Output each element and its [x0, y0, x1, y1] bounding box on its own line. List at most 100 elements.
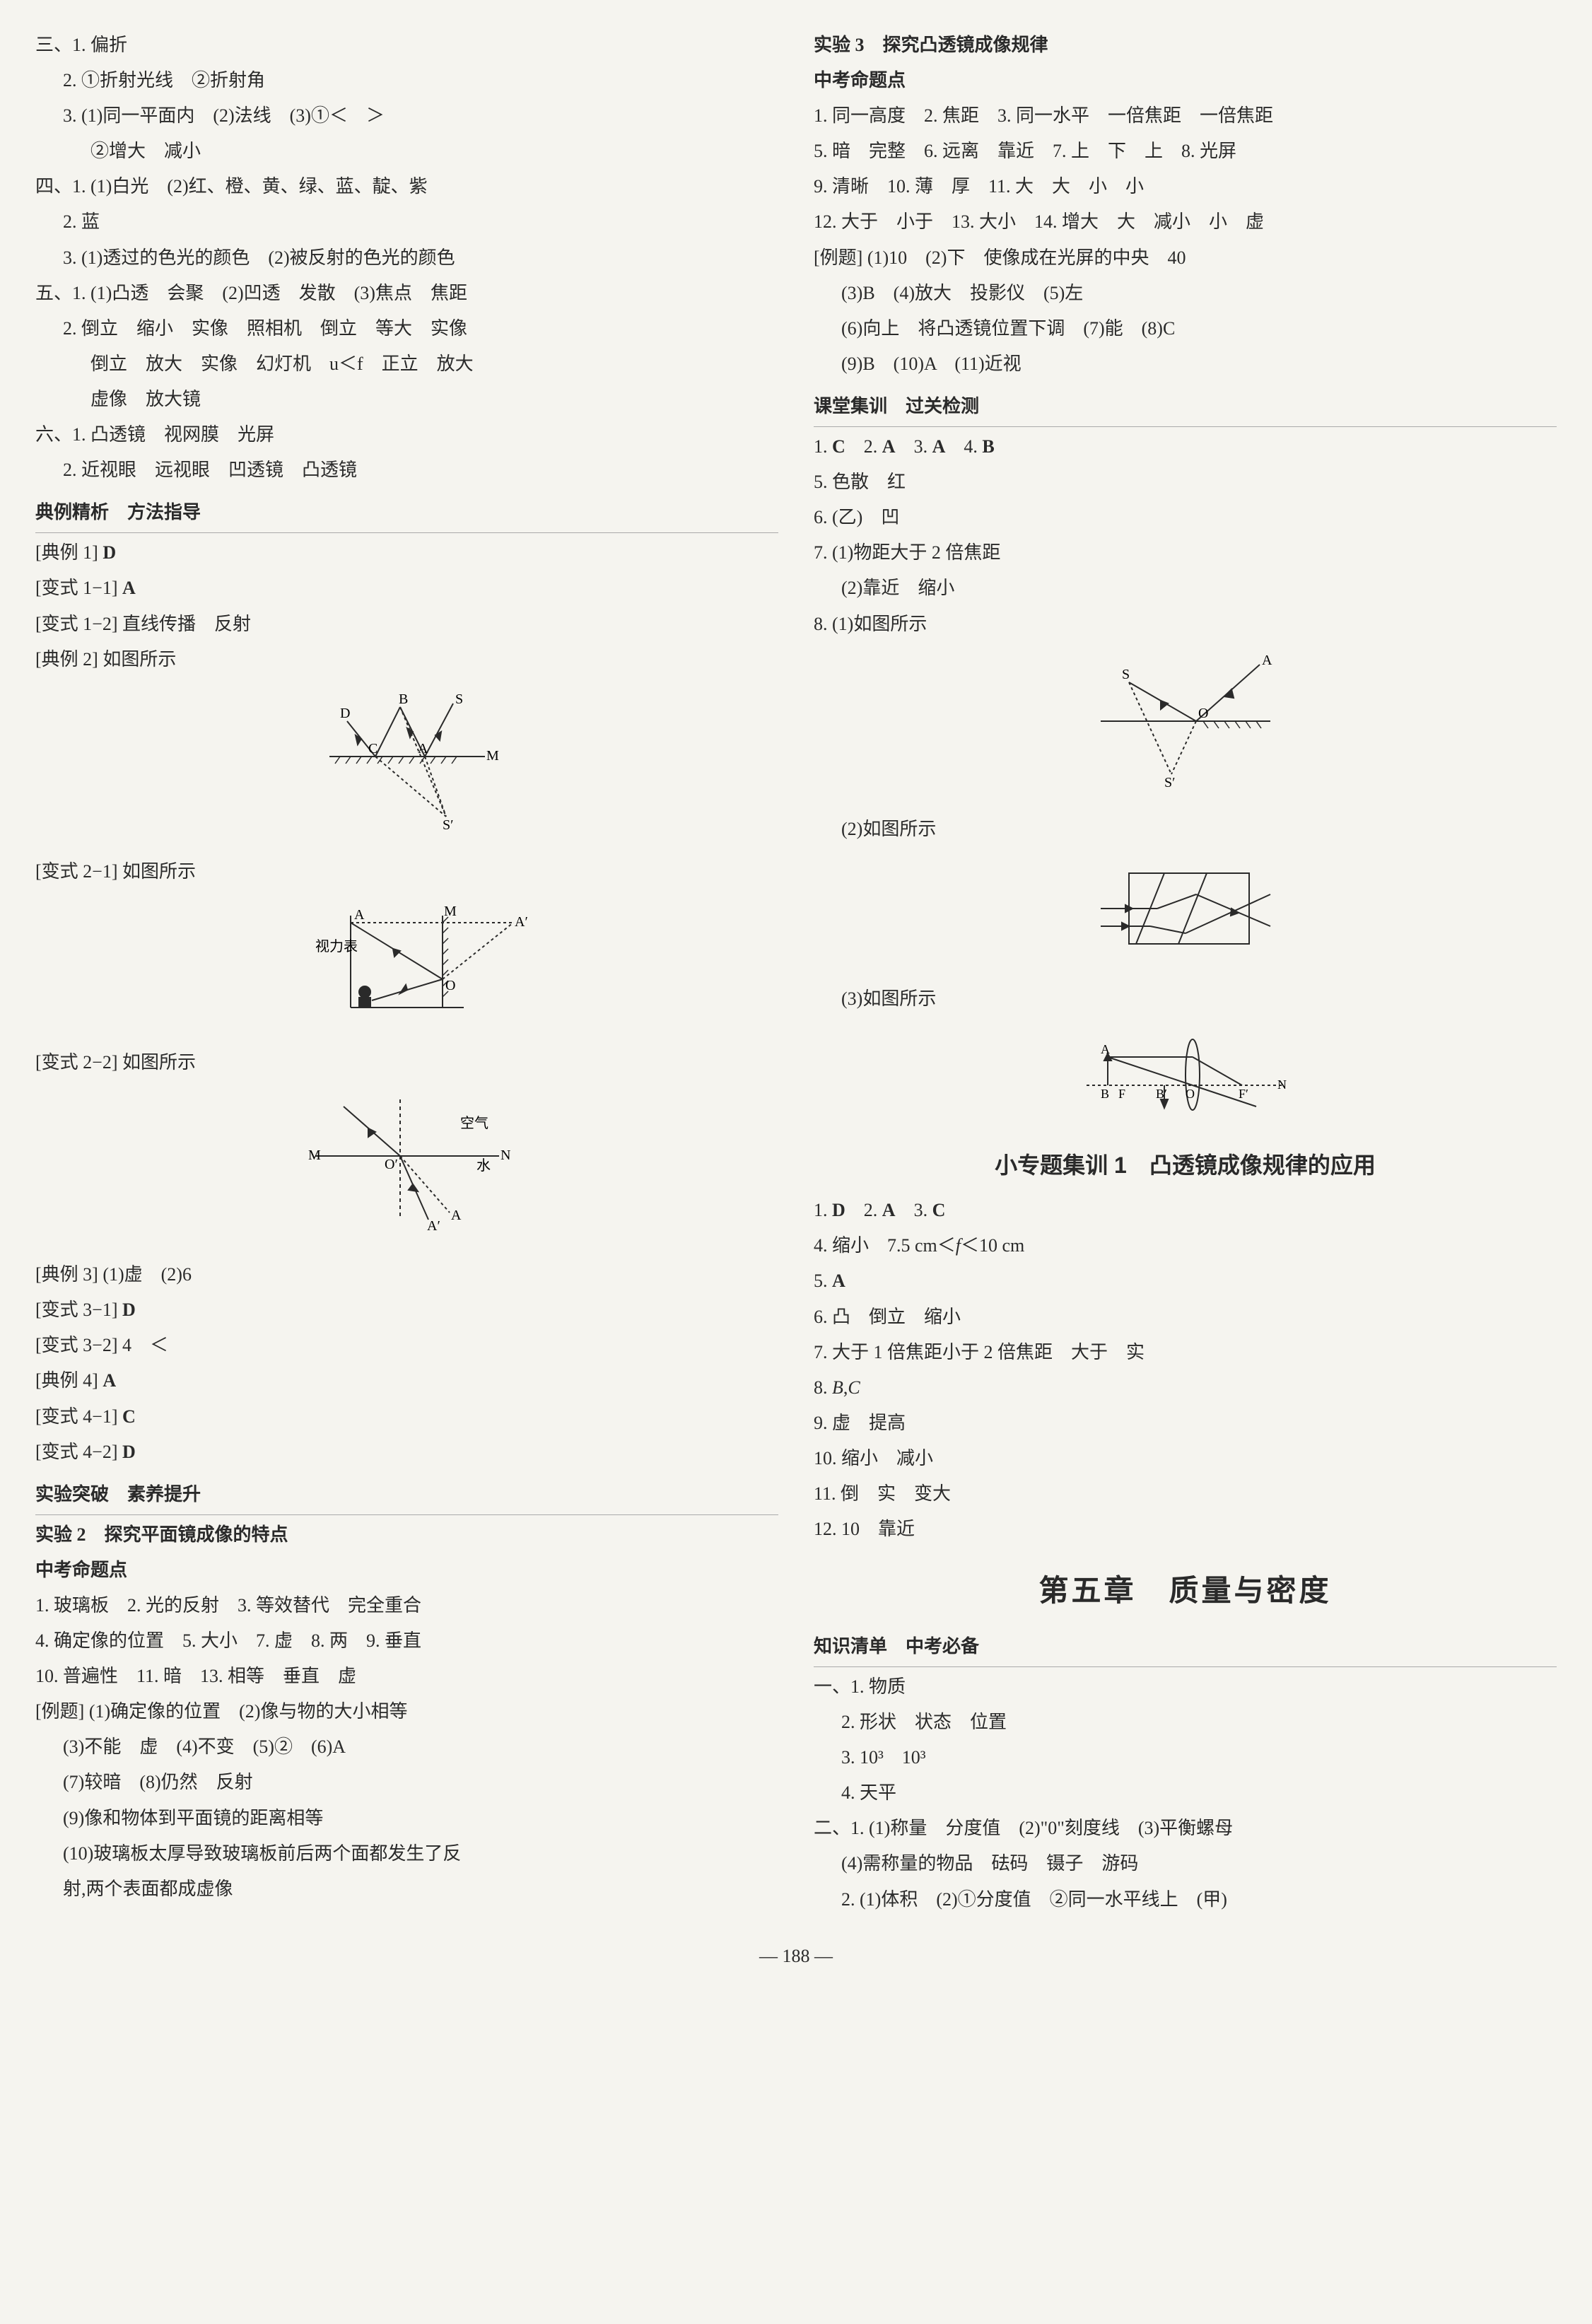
label-Ap: A′ — [515, 914, 527, 930]
text-line: (10)玻璃板太厚导致玻璃板前后两个面都发生了反 — [35, 1837, 778, 1871]
text-line: 3. (1)透过的色光的颜色 (2)被反射的色光的颜色 — [35, 241, 778, 275]
text-line: 8. B,C — [814, 1371, 1557, 1405]
label-O: O — [1198, 706, 1208, 721]
text-line: 9. 清晰 10. 薄 厚 11. 大 大 小 小 — [814, 170, 1557, 204]
label-M: M — [486, 748, 499, 764]
text-line: 中考命题点 — [814, 64, 1557, 98]
label-M: M — [444, 904, 457, 919]
text-line: 倒立 放大 实像 幻灯机 u＜f 正立 放大 — [35, 347, 778, 381]
text-line: 四、1. (1)白光 (2)红、橙、黄、绿、蓝、靛、紫 — [35, 170, 778, 204]
text-line: [典例 3] (1)虚 (2)6 — [35, 1258, 778, 1292]
label-A: A — [1262, 654, 1272, 668]
text-line: [变式 3−1] D — [35, 1293, 778, 1327]
figure-reflection: B S D C A M S′ — [35, 689, 778, 842]
label-water: 水 — [476, 1157, 491, 1174]
text-line: (3)不能 虚 (4)不变 (5)② (6)A — [35, 1730, 778, 1764]
text-line: 2. 近视眼 远视眼 凹透镜 凸透镜 — [35, 453, 778, 487]
figure-refraction: 空气 水 M N O′ A A′ — [35, 1092, 778, 1245]
page: 三、1. 偏折 2. ①折射光线 ②折射角 3. (1)同一平面内 (2)法线 … — [35, 28, 1557, 1918]
label-A: A — [418, 741, 428, 757]
label-Bp: B′ — [1156, 1087, 1167, 1101]
text-line: 三、1. 偏折 — [35, 28, 778, 62]
label-B: B — [399, 691, 408, 707]
text-line: 一、1. 物质 — [814, 1670, 1557, 1704]
label-N: N — [1277, 1078, 1287, 1092]
text-line: 2. 倒立 缩小 实像 照相机 倒立 等大 实像 — [35, 312, 778, 346]
text-line: 中考命题点 — [35, 1553, 778, 1587]
chapter-title: 第五章 质量与密度 — [814, 1563, 1557, 1618]
text-line: 7. (1)物距大于 2 倍焦距 — [814, 536, 1557, 570]
label-S: S — [455, 691, 463, 707]
text-line: 6. (乙) 凹 — [814, 501, 1557, 535]
label-M: M — [308, 1148, 321, 1163]
text-line: 2. 形状 状态 位置 — [814, 1705, 1557, 1739]
text-line: ②增大 减小 — [35, 134, 778, 168]
text-line: [例题] (1)确定像的位置 (2)像与物的大小相等 — [35, 1695, 778, 1729]
label-Fp: F′ — [1239, 1087, 1248, 1101]
right-column: 实验 3 探究凸透镜成像规律 中考命题点 1. 同一高度 2. 焦距 3. 同一… — [814, 28, 1557, 1918]
text-line: (3)如图所示 — [814, 982, 1557, 1016]
label-D: D — [340, 706, 350, 721]
label-B: B — [1101, 1087, 1109, 1101]
subtitle: 小专题集训 1 凸透镜成像规律的应用 — [814, 1145, 1557, 1186]
text-line: [变式 1−1] A — [35, 571, 778, 605]
text-line: 4. 天平 — [814, 1776, 1557, 1810]
text-line: 1. 玻璃板 2. 光的反射 3. 等效替代 完全重合 — [35, 1589, 778, 1623]
label-N: N — [501, 1148, 510, 1163]
text-line: 7. 大于 1 倍焦距小于 2 倍焦距 大于 实 — [814, 1336, 1557, 1370]
label-Ap: A′ — [427, 1218, 440, 1234]
text-line: 10. 缩小 减小 — [814, 1442, 1557, 1476]
text-line: [变式 2−2] 如图所示 — [35, 1046, 778, 1080]
text-line: [典例 1] D — [35, 536, 778, 570]
text-line: (9)像和物体到平面镜的距离相等 — [35, 1802, 778, 1835]
page-number: — 188 — — [35, 1939, 1557, 1973]
text-line: 实验 3 探究凸透镜成像规律 — [814, 28, 1557, 62]
label-Sp: S′ — [1164, 775, 1176, 788]
text-line: 3. 10³ 10³ — [814, 1741, 1557, 1775]
label-A: A — [451, 1208, 462, 1223]
text-line: (3)B (4)放大 投影仪 (5)左 — [814, 276, 1557, 310]
figure-eye-chart: 视力表 A M A′ O — [35, 901, 778, 1033]
text-line: (6)向上 将凸透镜位置下调 (7)能 (8)C — [814, 312, 1557, 346]
section-header: 课堂集训 过关检测 — [814, 387, 1557, 427]
text-line: 虚像 放大镜 — [35, 383, 778, 416]
text-line: 12. 大于 小于 13. 大小 14. 增大 大 减小 小 虚 — [814, 205, 1557, 239]
label-A: A — [1101, 1042, 1110, 1056]
label-air: 空气 — [460, 1115, 488, 1131]
figure-prism — [814, 859, 1557, 969]
label-Sp: S′ — [443, 817, 454, 831]
text-line: 实验 2 探究平面镜成像的特点 — [35, 1518, 778, 1552]
text-line: 10. 普遍性 11. 暗 13. 相等 垂直 虚 — [35, 1659, 778, 1693]
text-line: [变式 4−2] D — [35, 1435, 778, 1469]
text-line: 2. ①折射光线 ②折射角 — [35, 64, 778, 98]
figure-mirror-soa: S O S′ A — [814, 654, 1557, 800]
text-line: [典例 2] 如图所示 — [35, 643, 778, 677]
label-C: C — [368, 741, 377, 757]
text-line: 9. 虚 提高 — [814, 1406, 1557, 1440]
label-O: O — [445, 978, 455, 993]
text-line: 1. 同一高度 2. 焦距 3. 同一水平 一倍焦距 一倍焦距 — [814, 99, 1557, 133]
label-A: A — [354, 907, 365, 923]
label-F: F — [1118, 1087, 1125, 1101]
section-header: 典例精析 方法指导 — [35, 493, 778, 533]
text-line: [例题] (1)10 (2)下 使像成在光屏的中央 40 — [814, 241, 1557, 275]
text-line: 1. D 2. A 3. C — [814, 1193, 1557, 1227]
text-line: [变式 1−2] 直线传播 反射 — [35, 607, 778, 641]
text-line: 2. (1)体积 (2)①分度值 ②同一水平线上 (甲) — [814, 1883, 1557, 1917]
section-header: 知识清单 中考必备 — [814, 1627, 1557, 1667]
text-line: 1. C 2. A 3. A 4. B — [814, 430, 1557, 464]
text-line: (7)较暗 (8)仍然 反射 — [35, 1765, 778, 1799]
label-O: O′ — [385, 1157, 398, 1172]
text-line: 5. 色散 红 — [814, 465, 1557, 499]
label-S: S — [1122, 667, 1130, 682]
text-line: [典例 4] A — [35, 1364, 778, 1398]
text-line: 五、1. (1)凸透 会聚 (2)凹透 发散 (3)焦点 焦距 — [35, 276, 778, 310]
text-line: 11. 倒 实 变大 — [814, 1477, 1557, 1511]
text-line: (4)需称量的物品 砝码 镊子 游码 — [814, 1847, 1557, 1881]
text-line: 8. (1)如图所示 — [814, 607, 1557, 641]
text-line: 六、1. 凸透镜 视网膜 光屏 — [35, 418, 778, 452]
text-line: 5. 暗 完整 6. 远离 靠近 7. 上 下 上 8. 光屏 — [814, 134, 1557, 168]
text-line: 12. 10 靠近 — [814, 1512, 1557, 1546]
text-line: 5. A — [814, 1264, 1557, 1298]
label-O: O — [1186, 1087, 1195, 1101]
